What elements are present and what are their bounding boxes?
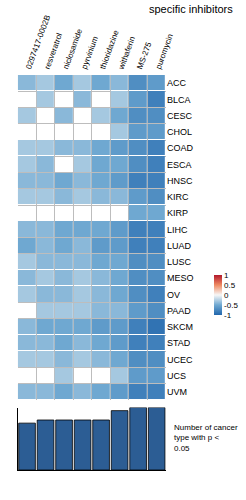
svg-text:HNSC: HNSC (167, 176, 193, 186)
svg-text:MS-275: MS-275 (135, 41, 153, 71)
svg-text:resveratrol: resveratrol (43, 32, 64, 71)
svg-text:UCS: UCS (167, 371, 186, 381)
svg-text:PAAD: PAAD (167, 306, 191, 316)
svg-text:thioridazine: thioridazine (98, 28, 121, 70)
svg-text:CESC: CESC (167, 111, 193, 121)
svg-text:0.5: 0.5 (224, 281, 236, 290)
svg-text:UVM: UVM (167, 387, 187, 397)
svg-text:LUAD: LUAD (167, 241, 192, 251)
svg-text:-1: -1 (224, 311, 232, 320)
svg-text:ESCA: ESCA (167, 160, 192, 170)
svg-text:STAD: STAD (167, 338, 191, 348)
svg-text:puromycin: puromycin (154, 33, 175, 71)
svg-text:UCEC: UCEC (167, 355, 193, 365)
svg-text:0: 0 (224, 291, 229, 300)
svg-text:COAD: COAD (167, 143, 194, 153)
svg-text:CHOL: CHOL (167, 127, 192, 137)
svg-text:niclosamide: niclosamide (61, 27, 84, 70)
svg-text:Number of cancertype with p <0: Number of cancertype with p <0.05 (174, 423, 238, 453)
svg-text:1: 1 (224, 271, 229, 280)
svg-text:LUSC: LUSC (167, 257, 192, 267)
svg-text:MESO: MESO (167, 273, 194, 283)
svg-text:-0.5: -0.5 (224, 301, 238, 310)
svg-text:specific inhibitors: specific inhibitors (149, 3, 233, 15)
svg-text:BLCA: BLCA (167, 95, 191, 105)
svg-text:pyrvinium: pyrvinium (80, 35, 100, 71)
svg-text:SKCM: SKCM (167, 322, 193, 332)
svg-text:withaferin: withaferin (116, 35, 137, 71)
svg-text:KIRC: KIRC (167, 192, 189, 202)
svg-text:OV: OV (167, 290, 180, 300)
svg-text:LIHC: LIHC (167, 225, 188, 235)
svg-text:ACC: ACC (167, 78, 187, 88)
svg-text:KIRP: KIRP (167, 208, 188, 218)
svg-text:0297417-0002B: 0297417-0002B (24, 14, 52, 71)
